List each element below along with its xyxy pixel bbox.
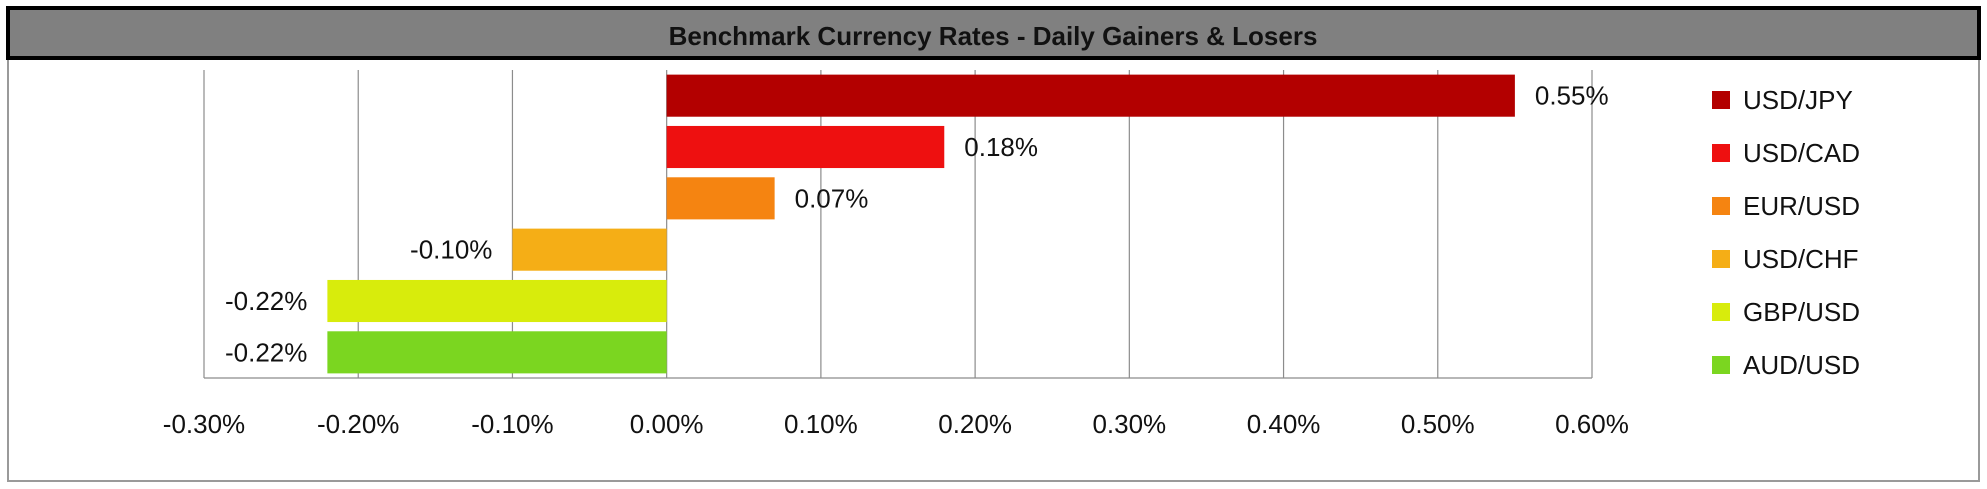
legend-label-eur-usd: EUR/USD — [1743, 191, 1860, 221]
legend-label-usd-cad: USD/CAD — [1743, 138, 1860, 168]
data-label-aud-usd: -0.22% — [225, 337, 307, 367]
data-labels-layer: 0.55% 0.18% 0.07% -0.10% -0.22% -0.22% — [225, 81, 1609, 368]
legend-label-usd-chf: USD/CHF — [1743, 244, 1859, 274]
legend-swatch-usd-chf — [1712, 250, 1730, 268]
legend-swatch-gbp-usd — [1712, 303, 1730, 321]
x-tick-label-5: 0.20% — [938, 409, 1012, 439]
x-tick-label-6: 0.30% — [1092, 409, 1166, 439]
legend-swatch-eur-usd — [1712, 197, 1730, 215]
bar-usd-chf — [512, 228, 667, 271]
data-label-usd-jpy: 0.55% — [1535, 81, 1609, 111]
bar-eur-usd — [666, 177, 775, 220]
bars-layer — [327, 74, 1515, 374]
bar-usd-cad — [666, 125, 945, 169]
x-tick-label-4: 0.10% — [784, 409, 858, 439]
x-tick-label-8: 0.50% — [1401, 409, 1475, 439]
title-bar: Benchmark Currency Rates - Daily Gainers… — [6, 6, 1981, 60]
x-tick-label-0: -0.30% — [163, 409, 245, 439]
data-label-eur-usd: 0.07% — [795, 183, 869, 213]
grid-layer — [203, 70, 1593, 378]
chart-title: Benchmark Currency Rates - Daily Gainers… — [669, 21, 1318, 51]
legend-label-gbp-usd: GBP/USD — [1743, 297, 1860, 327]
bar-usd-jpy — [666, 74, 1515, 117]
x-tick-label-2: -0.10% — [471, 409, 553, 439]
title-bar-background — [6, 6, 1981, 60]
legend: USD/JPY USD/CAD EUR/USD USD/CHF GBP/USD AUD/U… — [1712, 85, 1860, 380]
x-tick-label-9: 0.60% — [1555, 409, 1629, 439]
x-tick-label-7: 0.40% — [1247, 409, 1321, 439]
legend-label-aud-usd: AUD/USD — [1743, 350, 1860, 380]
x-tick-label-3: 0.00% — [630, 409, 704, 439]
x-tick-label-1: -0.20% — [317, 409, 399, 439]
legend-swatch-usd-cad — [1712, 144, 1730, 162]
data-label-usd-cad: 0.18% — [964, 132, 1038, 162]
bar-gbp-usd — [327, 279, 667, 323]
legend-label-usd-jpy: USD/JPY — [1743, 85, 1853, 115]
x-tick-labels: -0.30% -0.20% -0.10% 0.00% 0.10% 0.20% 0.30% 0.… — [163, 409, 1629, 439]
legend-swatch-usd-jpy — [1712, 91, 1730, 109]
data-label-usd-chf: -0.10% — [410, 235, 492, 265]
legend-swatch-aud-usd — [1712, 356, 1730, 374]
bar-aud-usd — [327, 331, 667, 374]
data-label-gbp-usd: -0.22% — [225, 286, 307, 316]
